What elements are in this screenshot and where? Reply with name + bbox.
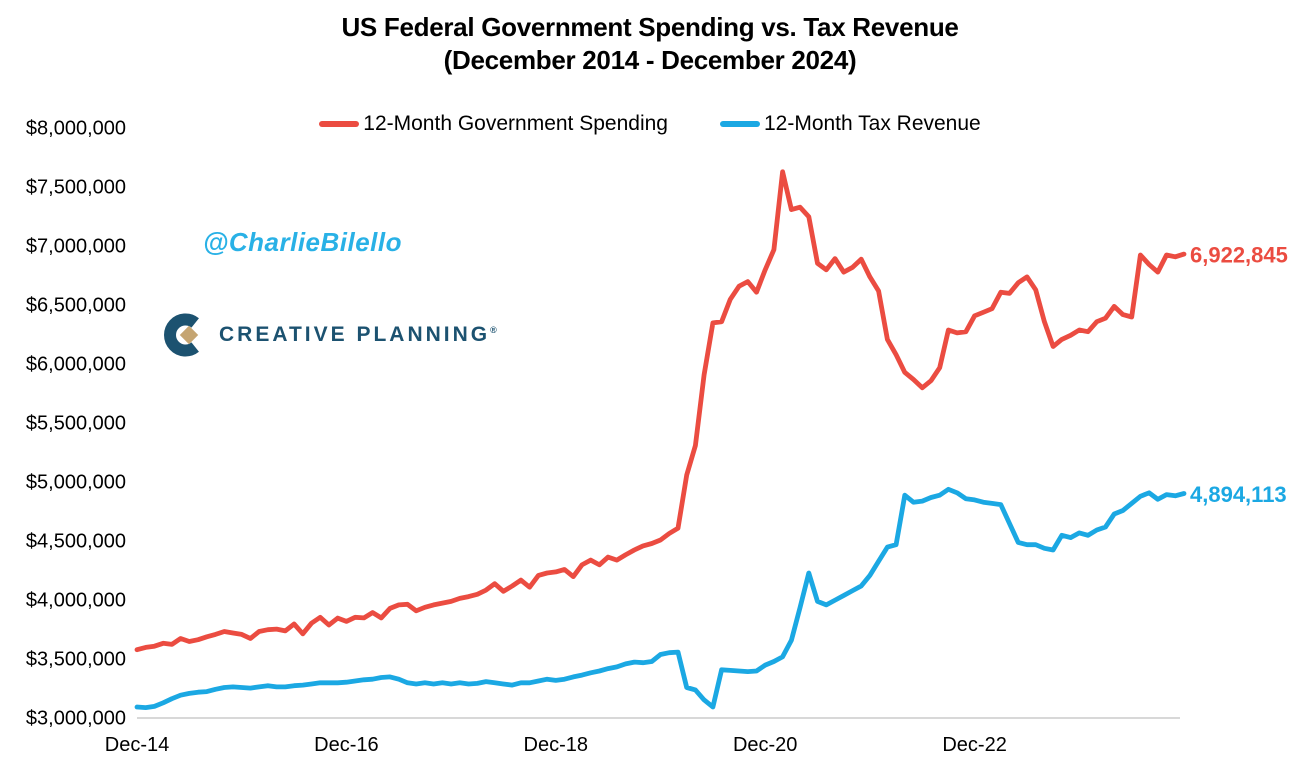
chart-legend: 12-Month Government Spending 12-Month Ta… <box>0 112 1300 136</box>
chart-title-line1: US Federal Government Spending vs. Tax R… <box>341 12 959 42</box>
y-axis-tick-label: $4,500,000 <box>26 530 126 552</box>
y-axis-tick-label: $3,500,000 <box>26 648 126 670</box>
y-axis-tick-label: $5,500,000 <box>26 412 126 434</box>
y-axis-tick-label: $7,500,000 <box>26 176 126 198</box>
y-axis-tick-label: $6,500,000 <box>26 294 126 316</box>
y-axis-tick-label: $7,000,000 <box>26 235 126 257</box>
x-axis-tick-label: Dec-16 <box>314 734 378 756</box>
x-axis-tick-label: Dec-22 <box>942 734 1006 756</box>
y-axis-tick-label: $4,000,000 <box>26 589 126 611</box>
y-axis-tick-label: $5,000,000 <box>26 471 126 493</box>
spending-end-value-label: 6,922,845 <box>1190 243 1288 268</box>
registered-mark: ® <box>490 325 497 335</box>
y-axis-tick-label: $6,000,000 <box>26 353 126 375</box>
y-axis-tick-label: $8,000,000 <box>26 117 126 139</box>
spending-line <box>134 169 1187 653</box>
chart-title: US Federal Government Spending vs. Tax R… <box>0 11 1300 77</box>
chart-title-line2: (December 2014 - December 2024) <box>443 45 857 75</box>
y-axis-tick-label: $3,000,000 <box>26 707 126 729</box>
creative-planning-name: CREATIVE PLANNING <box>219 323 491 346</box>
creative-planning-logo: CREATIVE PLANNING® <box>162 312 497 358</box>
x-axis-tick-label: Dec-20 <box>733 734 797 756</box>
legend-item-spending: 12-Month Government Spending <box>319 112 668 136</box>
creative-planning-c-icon <box>162 312 208 358</box>
x-axis-tick-label: Dec-14 <box>105 734 169 756</box>
revenue-line <box>134 486 1187 710</box>
spending-legend-label: 12-Month Government Spending <box>363 112 668 135</box>
x-axis-tick-label: Dec-18 <box>524 734 588 756</box>
spending-line-swatch <box>319 121 360 127</box>
author-watermark: @CharlieBilello <box>203 227 403 257</box>
revenue-line-swatch <box>719 121 760 127</box>
creative-planning-wordmark: CREATIVE PLANNING® <box>219 323 497 347</box>
revenue-end-value-label: 4,894,113 <box>1190 482 1287 507</box>
legend-item-revenue: 12-Month Tax Revenue <box>719 112 981 136</box>
revenue-legend-label: 12-Month Tax Revenue <box>763 112 981 135</box>
